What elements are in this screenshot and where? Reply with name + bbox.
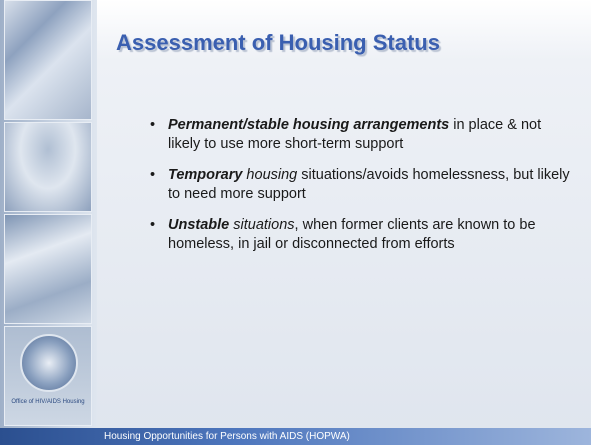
photo [4,122,92,212]
bold-italic-text: Permanent/stable housing arrangements [168,117,449,133]
bold-italic-text: Temporary [168,167,242,183]
bullet: Unstable situations, when former clients… [150,216,570,254]
italic-text: situations [229,217,294,233]
logo-caption: Office of HIV/AIDS Housing [6,398,90,406]
italic-text: housing [242,167,297,183]
photo [4,0,92,120]
bullet: Permanent/stable housing arrangements in… [150,116,570,154]
photo-strip: Office of HIV/AIDS Housing [0,0,97,445]
slide: Office of HIV/AIDS Housing Assessment of… [0,0,591,445]
footer-bar: Housing Opportunities for Persons with A… [0,428,591,445]
slide-title: Assessment of Housing Status [116,30,440,56]
hud-seal [20,334,78,392]
bullet-list: Permanent/stable housing arrangements in… [150,116,570,266]
bullet: Temporary housing situations/avoids home… [150,166,570,204]
footer-text: Housing Opportunities for Persons with A… [104,431,350,442]
bold-italic-text: Unstable [168,217,229,233]
photo [4,214,92,324]
